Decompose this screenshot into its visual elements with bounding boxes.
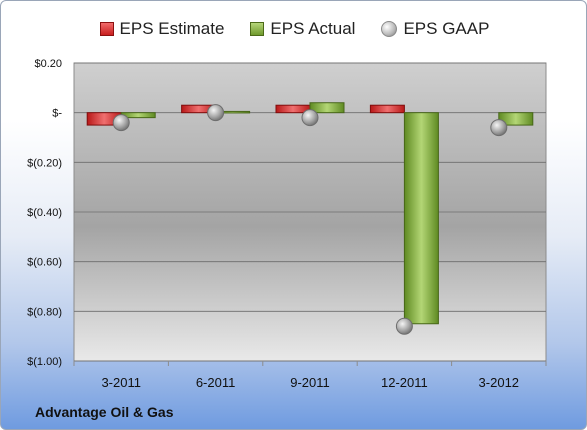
- legend-item-estimate: EPS Estimate: [99, 19, 225, 39]
- y-tick-label: $(0.20): [27, 157, 62, 169]
- bar-eps-actual: [309, 102, 345, 114]
- x-tick-label: 6-2011: [196, 375, 236, 390]
- bar-eps-actual: [403, 112, 439, 325]
- legend-label-gaap: EPS GAAP: [403, 19, 490, 38]
- legend-item-gaap: EPS GAAP: [381, 19, 489, 39]
- y-tick-label: $0.20: [34, 58, 62, 70]
- x-tick-label: 3-2012: [479, 375, 519, 390]
- point-eps-gaap: [490, 119, 508, 137]
- point-eps-gaap: [207, 104, 225, 122]
- x-tick-label: 9-2011: [290, 375, 330, 390]
- point-eps-gaap: [301, 109, 319, 127]
- y-tick-label: $(1.00): [27, 356, 62, 368]
- x-tick-label: 12-2011: [381, 375, 428, 390]
- legend-item-actual: EPS Actual: [250, 19, 355, 39]
- legend: EPS Estimate EPS Actual EPS GAAP: [1, 17, 586, 41]
- bar-eps-estimate: [369, 104, 405, 114]
- legend-swatch-estimate: [99, 22, 114, 36]
- legend-label-estimate: EPS Estimate: [119, 19, 225, 38]
- x-tick-label: 3-2011: [101, 375, 141, 390]
- point-eps-gaap: [395, 317, 413, 335]
- bar-eps-actual: [498, 112, 534, 126]
- y-tick-label: $(0.40): [27, 207, 62, 219]
- y-tick-label: $-: [52, 108, 62, 120]
- y-tick-label: $(0.60): [27, 257, 62, 269]
- y-tick-label: $(0.80): [27, 306, 62, 318]
- legend-swatch-actual: [250, 22, 265, 36]
- legend-swatch-gaap: [381, 21, 398, 37]
- point-eps-gaap: [112, 114, 130, 132]
- company-name: Advantage Oil & Gas: [35, 404, 174, 420]
- legend-label-actual: EPS Actual: [270, 19, 356, 38]
